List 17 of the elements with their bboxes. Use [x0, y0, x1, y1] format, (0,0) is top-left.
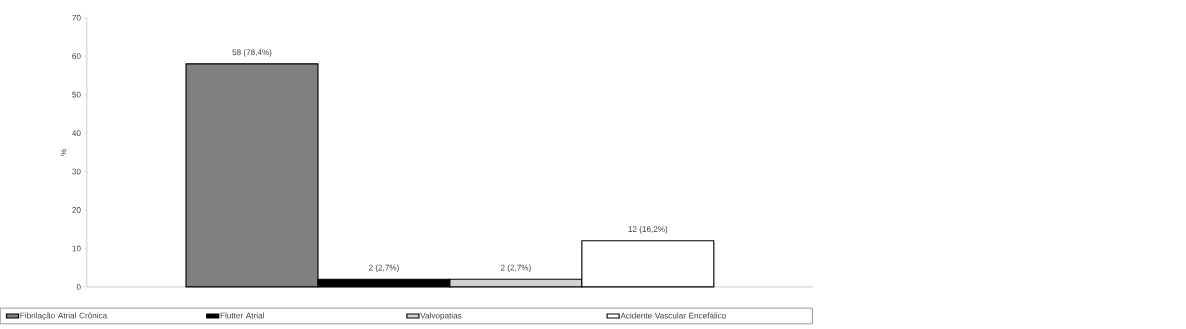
legend-label: Valvopatias: [420, 312, 462, 321]
y-tick-label: 50: [72, 91, 81, 98]
y-tick-label: 20: [72, 207, 81, 214]
data-label: 12 (16,2%): [628, 226, 668, 234]
y-tick-label: 70: [72, 14, 81, 21]
legend-label: Fibrilação Atrial Crônica: [20, 312, 108, 321]
data-label: 2 (2,7%): [368, 264, 399, 273]
y-axis-title: %: [60, 149, 67, 156]
y-tick-label: 10: [72, 245, 81, 252]
y-tick-label: 60: [72, 53, 81, 60]
legend-label: Flutter Atrial: [220, 312, 264, 319]
y-tick-label: 30: [72, 168, 81, 175]
data-label: 58 (78,4%): [232, 49, 272, 57]
legend-label: Acidente Vascular Encefálico: [620, 312, 726, 319]
y-tick-label: 0: [76, 284, 81, 290]
y-tick-label: 40: [72, 130, 81, 137]
data-label: 2 (2,7%): [500, 264, 531, 273]
